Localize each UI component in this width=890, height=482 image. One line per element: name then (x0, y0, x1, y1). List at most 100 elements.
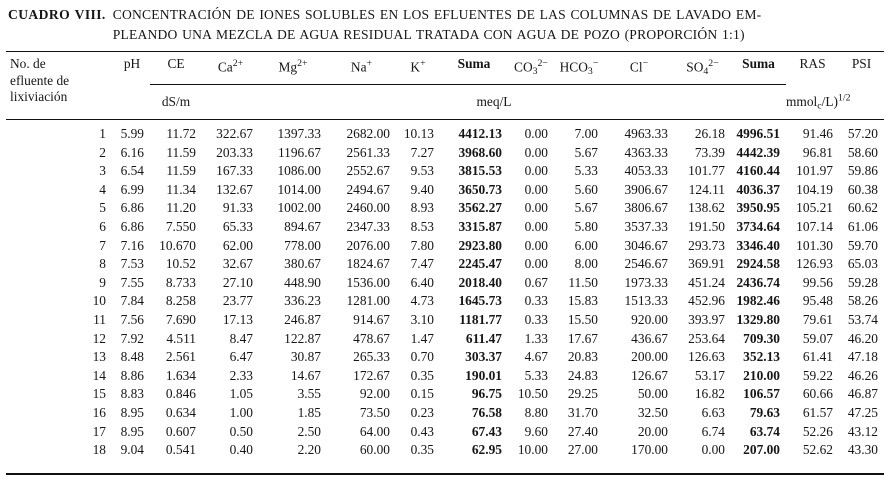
table-cell: 23.77 (222, 293, 253, 309)
table-cell: 167.33 (216, 163, 253, 179)
table-cell: 5.99 (120, 126, 144, 142)
table-cell: 3315.87 (458, 219, 502, 235)
table-cell: 1973.33 (624, 274, 668, 290)
table-cell: 73.39 (694, 144, 725, 160)
table-cell: 6.00 (574, 237, 598, 253)
table-cell: 101.30 (796, 237, 833, 253)
table-cell: 53.17 (694, 367, 725, 383)
table-cell: 2460.00 (346, 200, 390, 216)
table-cell: 0.70 (410, 349, 434, 365)
table-cell: 27.10 (222, 274, 253, 290)
column-header-cl: Cl− (604, 52, 674, 86)
table-cell: 8.258 (165, 293, 196, 309)
table-cell: 4160.44 (736, 163, 780, 179)
table-cell: 1.85 (297, 405, 321, 421)
table-cell: 43.30 (847, 442, 878, 458)
ion-superscript: + (366, 58, 373, 69)
table-row: 4 6.99 11.34 132.67 1014.00 2494.67 9.40 3650.7… (6, 181, 884, 200)
table-cell: 6.40 (410, 274, 434, 290)
ion-symbol: Mg (278, 59, 298, 75)
table-cell: 58.26 (847, 293, 878, 309)
column-header-effluent-no-line: lixiviación (10, 89, 68, 104)
table-cell: 6.16 (120, 144, 144, 160)
table-cell: 13 (92, 349, 106, 365)
table-cell: 43.12 (847, 423, 878, 439)
table-cell: 1824.67 (346, 256, 390, 272)
table-cell: 126.67 (631, 367, 668, 383)
ion-superscript: 2+ (232, 58, 244, 69)
table-cell: 2.50 (297, 423, 321, 439)
table-cell: 126.63 (688, 349, 725, 365)
column-header-na: Na+ (327, 52, 396, 86)
table-cell: 352.13 (743, 349, 780, 365)
table-cell: 2.561 (165, 349, 196, 365)
table-cell: 1645.73 (458, 293, 502, 309)
table-cell: 8.00 (574, 256, 598, 272)
table-cell: 92.00 (359, 386, 390, 402)
table-cell: 1536.00 (346, 274, 390, 290)
table-cell: 59.22 (802, 367, 833, 383)
table-cell: 3734.64 (736, 219, 780, 235)
ion-concentration-table: No. de efluente de lixiviación pH CE Ca2+ Mg2+… (6, 52, 884, 460)
unit-ras-divisor: /L) (821, 93, 838, 109)
table-cell: 2436.74 (736, 274, 780, 290)
table-cell: 24.83 (567, 367, 598, 383)
table-cell: 1086.00 (277, 163, 321, 179)
table-cell: 32.50 (637, 405, 668, 421)
table-cell: 4412.13 (458, 126, 502, 142)
table-cell: 8.93 (410, 200, 434, 216)
table-cell: 0.00 (524, 126, 548, 142)
table-cell: 11.20 (166, 200, 196, 216)
table-cell: 436.67 (631, 330, 668, 346)
table-cell: 4 (99, 181, 106, 197)
table-cell: 2.20 (297, 442, 321, 458)
table-cell: 3537.33 (624, 219, 668, 235)
table-cell: 7.690 (165, 312, 196, 328)
table-cell: 380.67 (284, 256, 321, 272)
table-cell: 0.00 (524, 163, 548, 179)
table-cell: 107.14 (796, 219, 833, 235)
table-cell: 894.67 (284, 219, 321, 235)
table-cell: 322.67 (216, 126, 253, 142)
ion-superscript: + (420, 58, 426, 69)
table-cell: 46.20 (847, 330, 878, 346)
table-cell: 12 (92, 330, 106, 346)
table-cell: 104.19 (796, 181, 833, 197)
table-cell: 11.59 (166, 163, 196, 179)
table-cell: 2546.67 (624, 256, 668, 272)
table-cell: 62.95 (471, 442, 502, 458)
table-cell: 60.66 (802, 386, 833, 402)
table-cell: 8.95 (120, 423, 144, 439)
table-cell: 11.50 (568, 274, 598, 290)
table-cell: 57.20 (847, 126, 878, 142)
table-cell: 99.56 (802, 274, 833, 290)
column-header-effluent-no-line: efluente de (10, 72, 70, 88)
table-cell: 0.35 (410, 367, 434, 383)
table-row: 11 7.56 7.690 17.13 246.87 914.67 3.10 1181.77 0… (6, 311, 884, 330)
table-cell: 5.67 (574, 144, 598, 160)
table-cell: 27.40 (567, 423, 598, 439)
table-cell: 0.40 (229, 442, 253, 458)
table-cell: 1513.33 (624, 293, 668, 309)
table-cell: 65.33 (222, 219, 253, 235)
column-header-suma-aniones: Suma (731, 52, 786, 86)
table-cell: 59.70 (847, 237, 878, 253)
table-cell: 10.50 (517, 386, 548, 402)
table-cell: 5.33 (574, 163, 598, 179)
table-cell: 303.37 (465, 349, 502, 365)
table-cell: 59.86 (847, 163, 878, 179)
ion-symbol: K (410, 59, 421, 75)
table-cell: 0.607 (165, 423, 196, 439)
table-cell: 452.96 (688, 293, 725, 309)
table-cell: 4363.33 (624, 144, 668, 160)
ion-superscript: 2− (537, 58, 548, 69)
table-cell: 1.33 (524, 330, 548, 346)
table-cell: 26.18 (694, 126, 725, 142)
table-cell: 207.00 (743, 442, 780, 458)
table-cell: 9.60 (524, 423, 548, 439)
ion-symbol: Ca (217, 59, 233, 75)
column-header-hco3: HCO3− (554, 52, 604, 86)
table-cell: 210.00 (743, 367, 780, 383)
table-cell: 6.47 (229, 349, 253, 365)
